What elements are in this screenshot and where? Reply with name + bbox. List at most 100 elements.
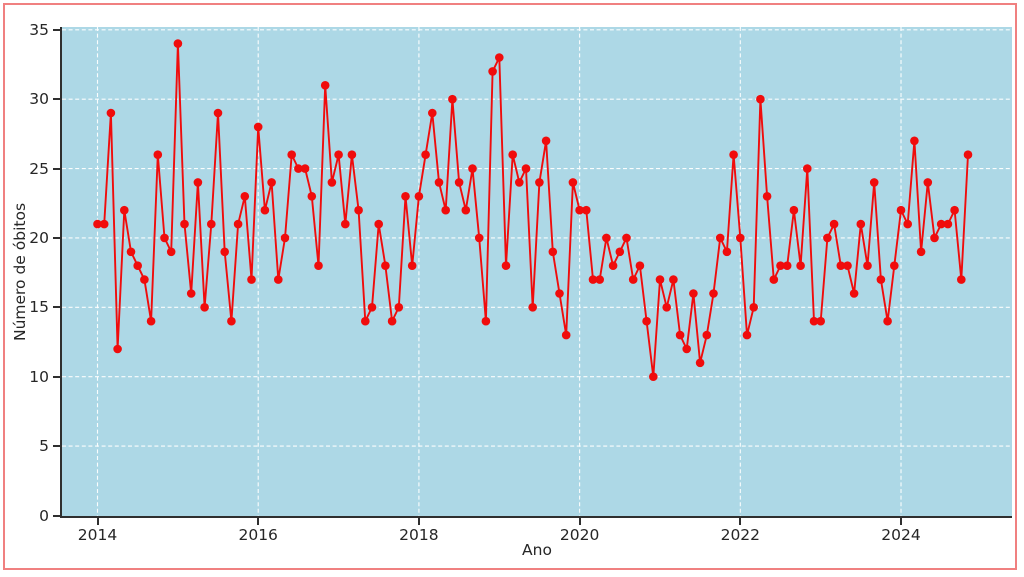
data-point [441, 205, 451, 215]
data-point [682, 344, 691, 354]
data-point [628, 275, 638, 284]
data-point [695, 358, 705, 368]
y-tick-mark [53, 306, 60, 309]
data-point [200, 303, 209, 312]
data-point [722, 247, 732, 257]
data-point [247, 275, 256, 284]
y-tick-mark [53, 375, 60, 378]
data-point [950, 205, 959, 215]
data-point [541, 136, 551, 146]
x-tick-label: 2016 [238, 526, 278, 544]
data-point [347, 150, 357, 159]
data-point [776, 261, 785, 270]
data-point [515, 178, 524, 187]
y-tick-label: 20 [29, 228, 49, 247]
data-point [160, 233, 169, 243]
data-point [736, 233, 745, 243]
data-point [361, 316, 370, 326]
data-point [675, 330, 685, 340]
y-tick-label: 15 [29, 298, 49, 317]
data-point [809, 316, 819, 326]
data-point [140, 275, 149, 284]
y-tick-mark [53, 98, 60, 101]
data-point [869, 178, 879, 187]
data-point [561, 330, 571, 340]
data-point [936, 219, 946, 229]
data-point [702, 330, 712, 340]
data-point [213, 108, 223, 118]
data-point [488, 67, 497, 76]
data-point [548, 247, 558, 257]
data-point [762, 192, 772, 201]
data-point [575, 205, 584, 215]
data-point [253, 122, 263, 132]
data-point [267, 178, 276, 187]
data-point [843, 261, 852, 270]
data-point [434, 178, 444, 187]
data-point [468, 164, 477, 173]
data-point [133, 261, 142, 270]
data-point [896, 205, 906, 215]
data-point [756, 94, 765, 104]
data-point [327, 178, 337, 187]
x-tick-label: 2022 [720, 526, 761, 544]
data-point [749, 303, 758, 312]
data-point [407, 261, 417, 270]
data-point [796, 261, 805, 270]
x-tick-mark [578, 518, 581, 525]
data-point [655, 275, 665, 284]
data-point [220, 247, 229, 257]
data-point [341, 219, 350, 229]
data-point [849, 289, 859, 298]
data-point [240, 192, 250, 201]
y-tick-label: 35 [29, 20, 49, 39]
data-point [481, 316, 491, 326]
data-point [923, 178, 933, 187]
data-point [903, 219, 912, 229]
data-point [742, 330, 752, 340]
data-point [595, 275, 604, 284]
x-axis-spine [60, 516, 1012, 518]
data-point [876, 275, 886, 284]
data-point [260, 205, 270, 215]
plot-area [62, 27, 1012, 517]
data-point [508, 150, 517, 159]
data-point [555, 289, 564, 298]
data-point [829, 219, 839, 229]
x-tick-mark [900, 518, 903, 525]
y-tick-mark [53, 445, 60, 448]
data-point [381, 261, 390, 270]
plot-background [62, 27, 1012, 517]
data-point [394, 303, 404, 312]
data-point [294, 164, 303, 173]
data-point [709, 289, 718, 298]
data-point [227, 316, 236, 326]
data-point [207, 219, 216, 229]
data-point [287, 150, 296, 159]
data-point [729, 150, 738, 159]
data-point [689, 289, 698, 298]
data-point [916, 247, 926, 257]
y-axis-label: Número de óbitos [11, 202, 29, 342]
data-point [816, 316, 825, 326]
data-point [99, 219, 109, 229]
y-tick-label: 5 [39, 437, 49, 456]
data-point [669, 275, 678, 284]
data-point [120, 205, 129, 215]
data-point [126, 247, 136, 257]
data-point [387, 316, 397, 326]
data-point [642, 316, 651, 326]
data-point [535, 178, 544, 187]
data-point [166, 247, 176, 257]
y-tick-label: 25 [29, 159, 49, 178]
y-tick-label: 10 [29, 367, 49, 386]
data-point [461, 205, 471, 215]
data-point [856, 219, 866, 229]
x-tick-mark [257, 518, 260, 525]
data-point [789, 205, 799, 215]
data-point [782, 261, 792, 270]
data-point [173, 39, 183, 48]
data-point [615, 247, 625, 257]
data-point [883, 316, 892, 326]
